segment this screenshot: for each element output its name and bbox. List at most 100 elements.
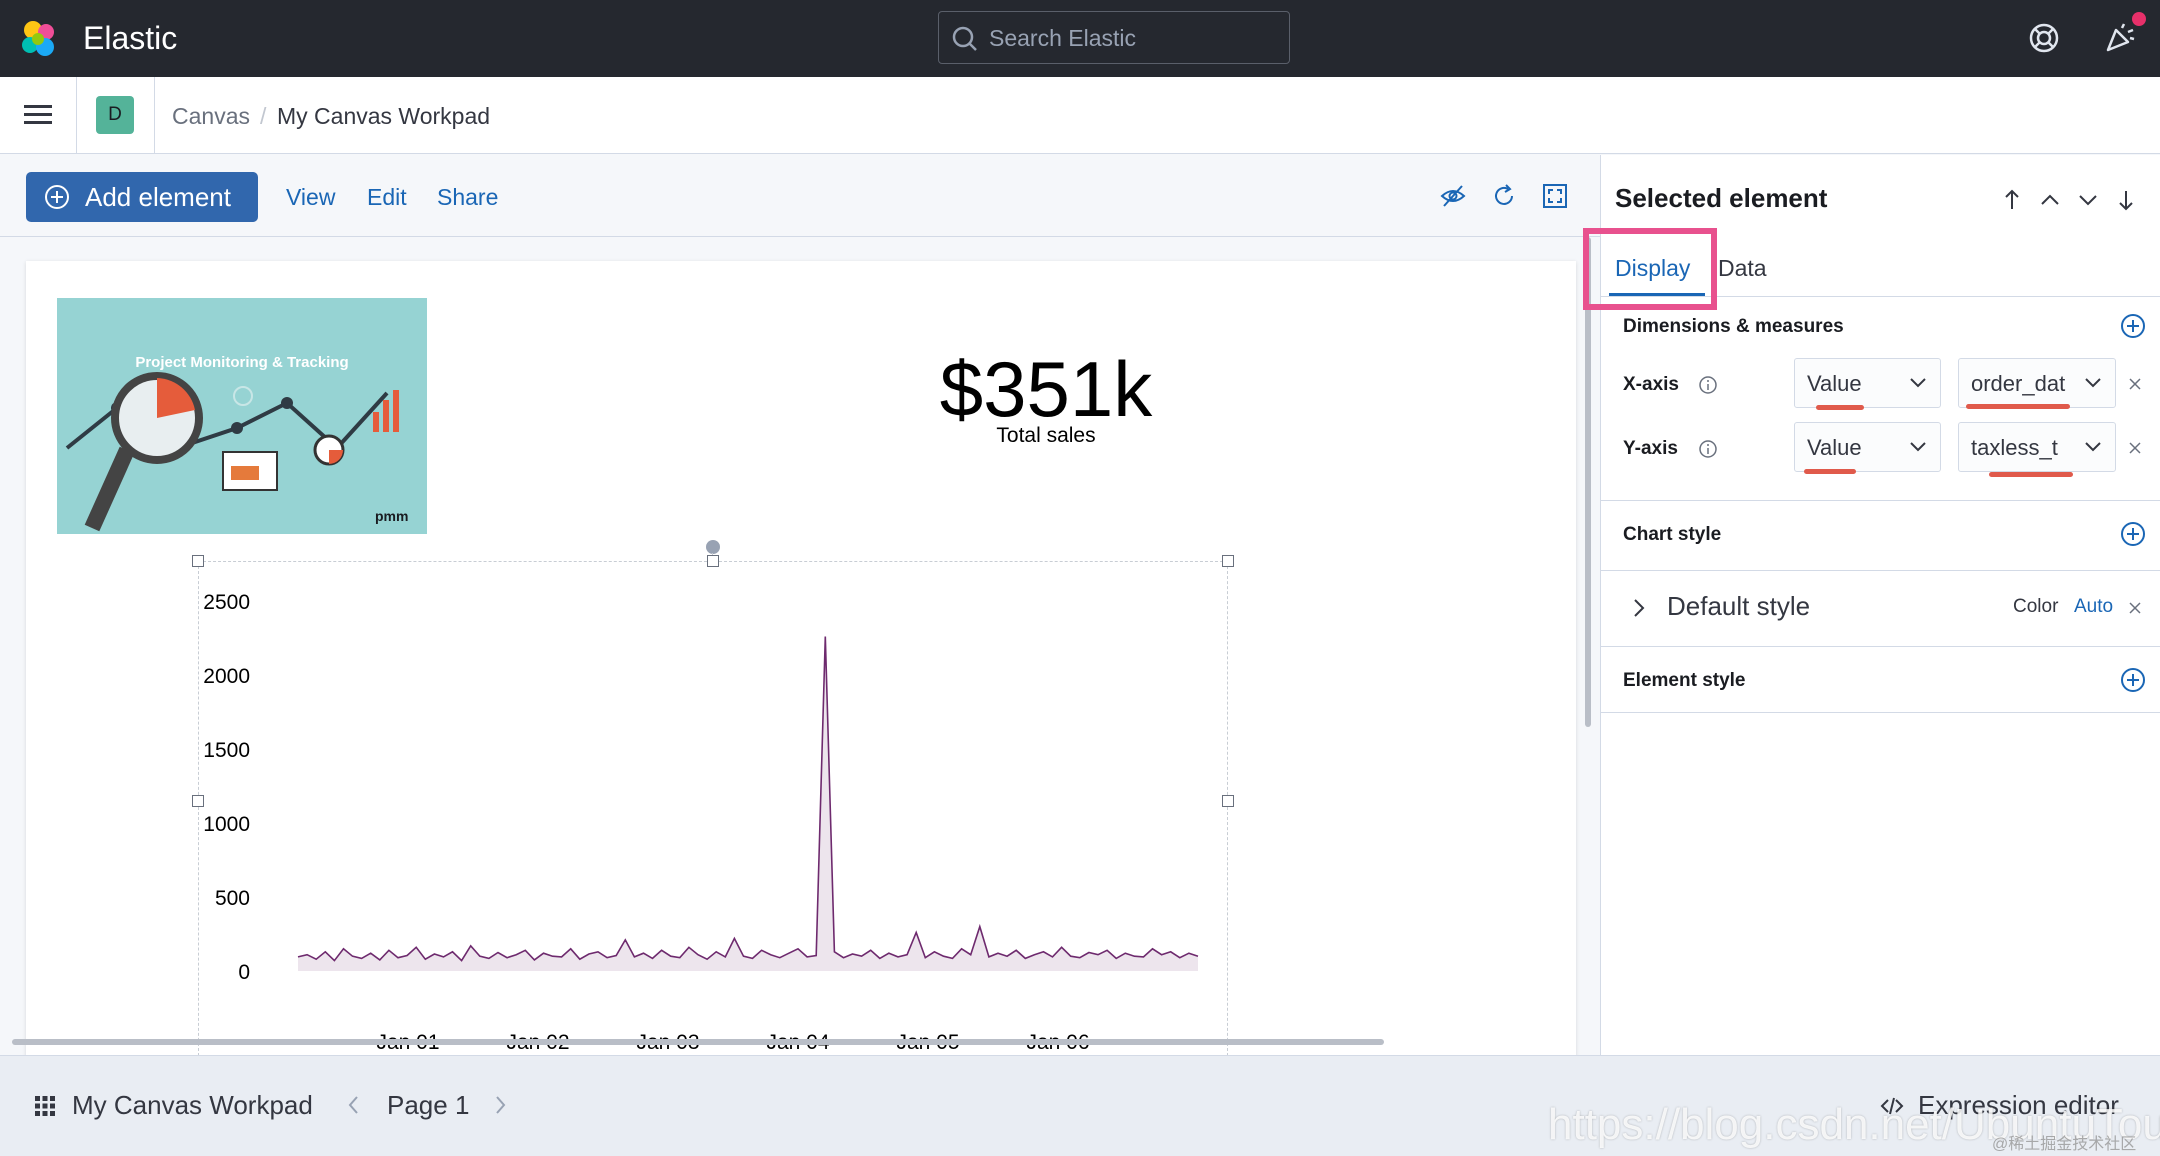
info-icon[interactable]: [1698, 375, 1718, 395]
add-element-button[interactable]: Add element: [26, 172, 258, 222]
bring-to-front-icon[interactable]: [1999, 187, 2025, 213]
edit-menu[interactable]: Edit: [367, 184, 407, 210]
resize-handle-left[interactable]: [192, 795, 204, 807]
apps-grid-icon[interactable]: [33, 1094, 57, 1118]
divider: [76, 77, 77, 154]
series-area: [298, 636, 1198, 971]
chart-style-section: Chart style: [1601, 501, 2160, 571]
add-chart-style-icon[interactable]: [2119, 520, 2147, 548]
sidebar-title: Selected element: [1615, 183, 1828, 213]
line-chart[interactable]: 25002000150010005000Jan 01Jan 02Jan 03Ja…: [198, 561, 1228, 1055]
info-icon[interactable]: [1698, 439, 1718, 459]
y-tick-label: 1000: [203, 813, 250, 836]
view-menu[interactable]: View: [286, 184, 336, 210]
chart-style-title: Chart style: [1623, 524, 1722, 545]
sidebar-tabs: Display Data: [1601, 245, 2160, 297]
chevron-down-icon: [2085, 378, 2101, 388]
news-feed-icon[interactable]: [2102, 20, 2138, 56]
x-axis-type-select[interactable]: Value: [1794, 358, 1941, 408]
breadcrumb-bar: D Canvas / My Canvas Workpad: [0, 77, 2160, 154]
remove-x-axis-icon[interactable]: [2127, 376, 2143, 392]
workpad-page[interactable]: Project Monitoring & Tracking pmm: [26, 261, 1576, 1055]
resize-handle-top-left[interactable]: [192, 555, 204, 567]
footer-workpad-name[interactable]: My Canvas Workpad: [72, 1090, 313, 1120]
y-axis-label: Y-axis: [1623, 438, 1678, 459]
add-element-style-icon[interactable]: [2119, 666, 2147, 694]
code-icon[interactable]: [1880, 1094, 1904, 1118]
element-style-title: Element style: [1623, 670, 1746, 691]
page-indicator[interactable]: Page 1: [387, 1090, 470, 1120]
send-backward-icon[interactable]: [2075, 187, 2101, 213]
breadcrumb-current: My Canvas Workpad: [277, 103, 491, 129]
space-avatar[interactable]: D: [96, 96, 134, 134]
search-input[interactable]: [989, 20, 1279, 56]
bring-forward-icon[interactable]: [2037, 187, 2063, 213]
help-icon[interactable]: [2026, 20, 2062, 56]
workpad-footer: My Canvas Workpad Page 1 Expression edit…: [0, 1055, 2160, 1156]
chevron-right-icon[interactable]: [1631, 597, 1647, 619]
x-axis-label: X-axis: [1623, 374, 1679, 395]
annotation-underline: [1804, 469, 1856, 474]
resize-handle-top-right[interactable]: [1222, 555, 1234, 567]
annotation-underline: [1966, 404, 2070, 409]
previous-page-icon[interactable]: [346, 1094, 360, 1116]
plus-circle-icon: [45, 185, 69, 209]
workpad-area: Project Monitoring & Tracking pmm: [0, 237, 1600, 1055]
add-dimension-icon[interactable]: [2119, 312, 2147, 340]
eye-closed-icon[interactable]: [1439, 182, 1467, 210]
y-axis-field-select[interactable]: taxless_t: [1958, 422, 2116, 472]
expression-editor-button[interactable]: Expression editor: [1918, 1090, 2119, 1120]
y-tick-label: 0: [238, 961, 250, 984]
global-search[interactable]: [938, 11, 1290, 64]
y-tick-label: 2500: [203, 591, 250, 614]
series-line[interactable]: [297, 636, 1199, 962]
y-axis-field-value: taxless_t: [1971, 435, 2058, 460]
y-tick-label: 2000: [203, 665, 250, 688]
default-style-label[interactable]: Default style: [1667, 591, 1811, 621]
workpad-toolbar: Add element View Edit Share: [0, 155, 1600, 237]
brand-name[interactable]: Elastic: [83, 20, 178, 56]
watermark-small: @稀土掘金技术社区: [1992, 1136, 2137, 1153]
active-tab-underline: [1609, 293, 1705, 296]
remove-style-icon[interactable]: [2127, 600, 2143, 616]
breadcrumb-separator: /: [260, 103, 267, 129]
refresh-icon[interactable]: [1490, 182, 1518, 210]
color-value[interactable]: Auto: [2074, 596, 2114, 617]
x-axis-field-value: order_dat: [1971, 371, 2066, 396]
fullscreen-icon[interactable]: [1541, 182, 1569, 210]
elastic-logo-icon[interactable]: [18, 18, 60, 60]
share-menu[interactable]: Share: [437, 184, 499, 210]
default-style-row[interactable]: Default style Color Auto: [1601, 571, 2160, 647]
next-page-icon[interactable]: [494, 1094, 508, 1116]
horizontal-scrollbar[interactable]: [12, 1039, 1384, 1045]
y-tick-label: 1500: [203, 739, 250, 762]
vertical-scrollbar[interactable]: [1585, 237, 1591, 727]
watermark-url: https://blog.csdn.net/UbuntuTouch: [1548, 1100, 2160, 1149]
chevron-down-icon: [2085, 442, 2101, 452]
resize-handle-top[interactable]: [707, 555, 719, 567]
image-element[interactable]: Project Monitoring & Tracking pmm: [57, 298, 427, 534]
search-icon: [952, 26, 977, 51]
dimensions-title: Dimensions & measures: [1623, 316, 1844, 337]
rotation-handle[interactable]: [706, 540, 720, 554]
resize-handle-right[interactable]: [1222, 795, 1234, 807]
x-axis-field-select[interactable]: order_dat: [1958, 358, 2116, 408]
annotation-underline: [1816, 405, 1864, 410]
y-axis-type-select[interactable]: Value: [1794, 422, 1941, 472]
x-axis-type-value: Value: [1807, 371, 1862, 396]
send-to-back-icon[interactable]: [2113, 187, 2139, 213]
color-label: Color: [2013, 596, 2059, 617]
remove-y-axis-icon[interactable]: [2127, 440, 2143, 456]
chevron-down-icon: [1910, 378, 1926, 388]
y-axis-type-value: Value: [1807, 435, 1862, 460]
image-logo: pmm: [375, 508, 409, 524]
tab-data[interactable]: Data: [1718, 255, 1767, 281]
hamburger-menu-icon[interactable]: [22, 99, 56, 131]
metric-label: Total sales: [996, 424, 1096, 447]
tab-display[interactable]: Display: [1615, 255, 1691, 281]
breadcrumb-canvas[interactable]: Canvas: [172, 103, 250, 129]
metric-value[interactable]: $351k: [939, 345, 1153, 433]
annotation-underline: [1989, 472, 2073, 477]
dimensions-section: Dimensions & measures X-axis Value order…: [1601, 297, 2160, 501]
element-style-section: Element style: [1601, 647, 2160, 713]
